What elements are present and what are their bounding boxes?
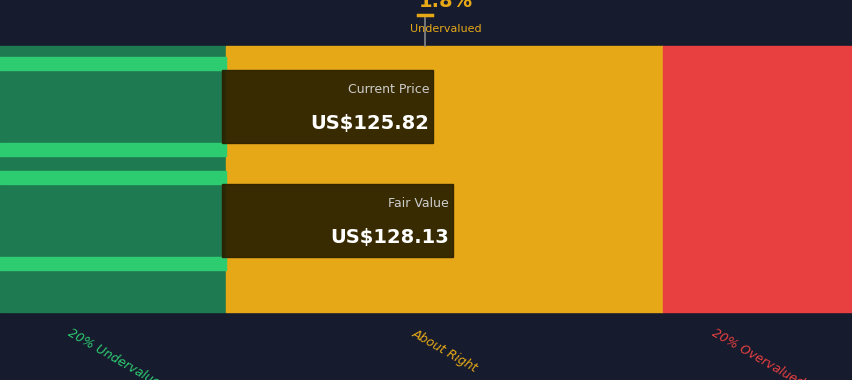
Bar	[0, 57, 226, 70]
Bar	[0, 142, 226, 156]
Bar	[222, 184, 452, 256]
Bar	[0, 256, 226, 270]
Bar	[0, 46, 226, 312]
Text: 20% Undervalued: 20% Undervalued	[66, 327, 169, 380]
Text: 20% Overvalued: 20% Overvalued	[709, 327, 805, 380]
Text: 1.8%: 1.8%	[418, 0, 473, 11]
Bar	[663, 46, 852, 312]
Text: Current Price: Current Price	[348, 83, 429, 96]
Bar	[0, 171, 226, 184]
Bar	[222, 70, 433, 142]
Text: About Right: About Right	[409, 327, 479, 375]
Bar	[226, 46, 663, 312]
Text: US$128.13: US$128.13	[330, 228, 448, 247]
Text: Fair Value: Fair Value	[388, 197, 448, 210]
Text: Undervalued: Undervalued	[410, 24, 481, 34]
Text: US$125.82: US$125.82	[310, 114, 429, 133]
